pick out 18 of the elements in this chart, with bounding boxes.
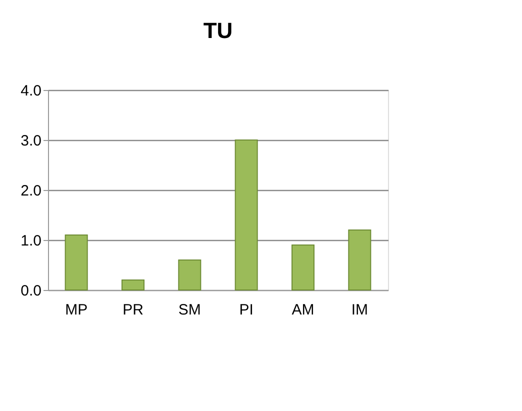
chart-title: TU: [203, 18, 233, 43]
x-tick-label: AM: [292, 302, 314, 318]
x-tick-label: PR: [122, 302, 144, 318]
x-tick-label: PI: [239, 302, 254, 318]
x-tick-label: SM: [178, 302, 201, 318]
x-tick-label: MP: [65, 302, 88, 318]
bar: [234, 140, 258, 290]
bar: [348, 230, 372, 290]
y-tick-label: 1.0: [20, 232, 42, 250]
y-tick-label: 2.0: [20, 182, 42, 200]
x-tick-label: IM: [351, 302, 368, 318]
y-tick-label: 4.0: [20, 82, 42, 100]
bar: [122, 280, 144, 290]
bar: [178, 260, 202, 290]
y-tick-label: 3.0: [20, 132, 42, 150]
y-tick-label: 0.0: [20, 282, 42, 300]
bar: [64, 234, 88, 290]
bar: [292, 244, 314, 290]
